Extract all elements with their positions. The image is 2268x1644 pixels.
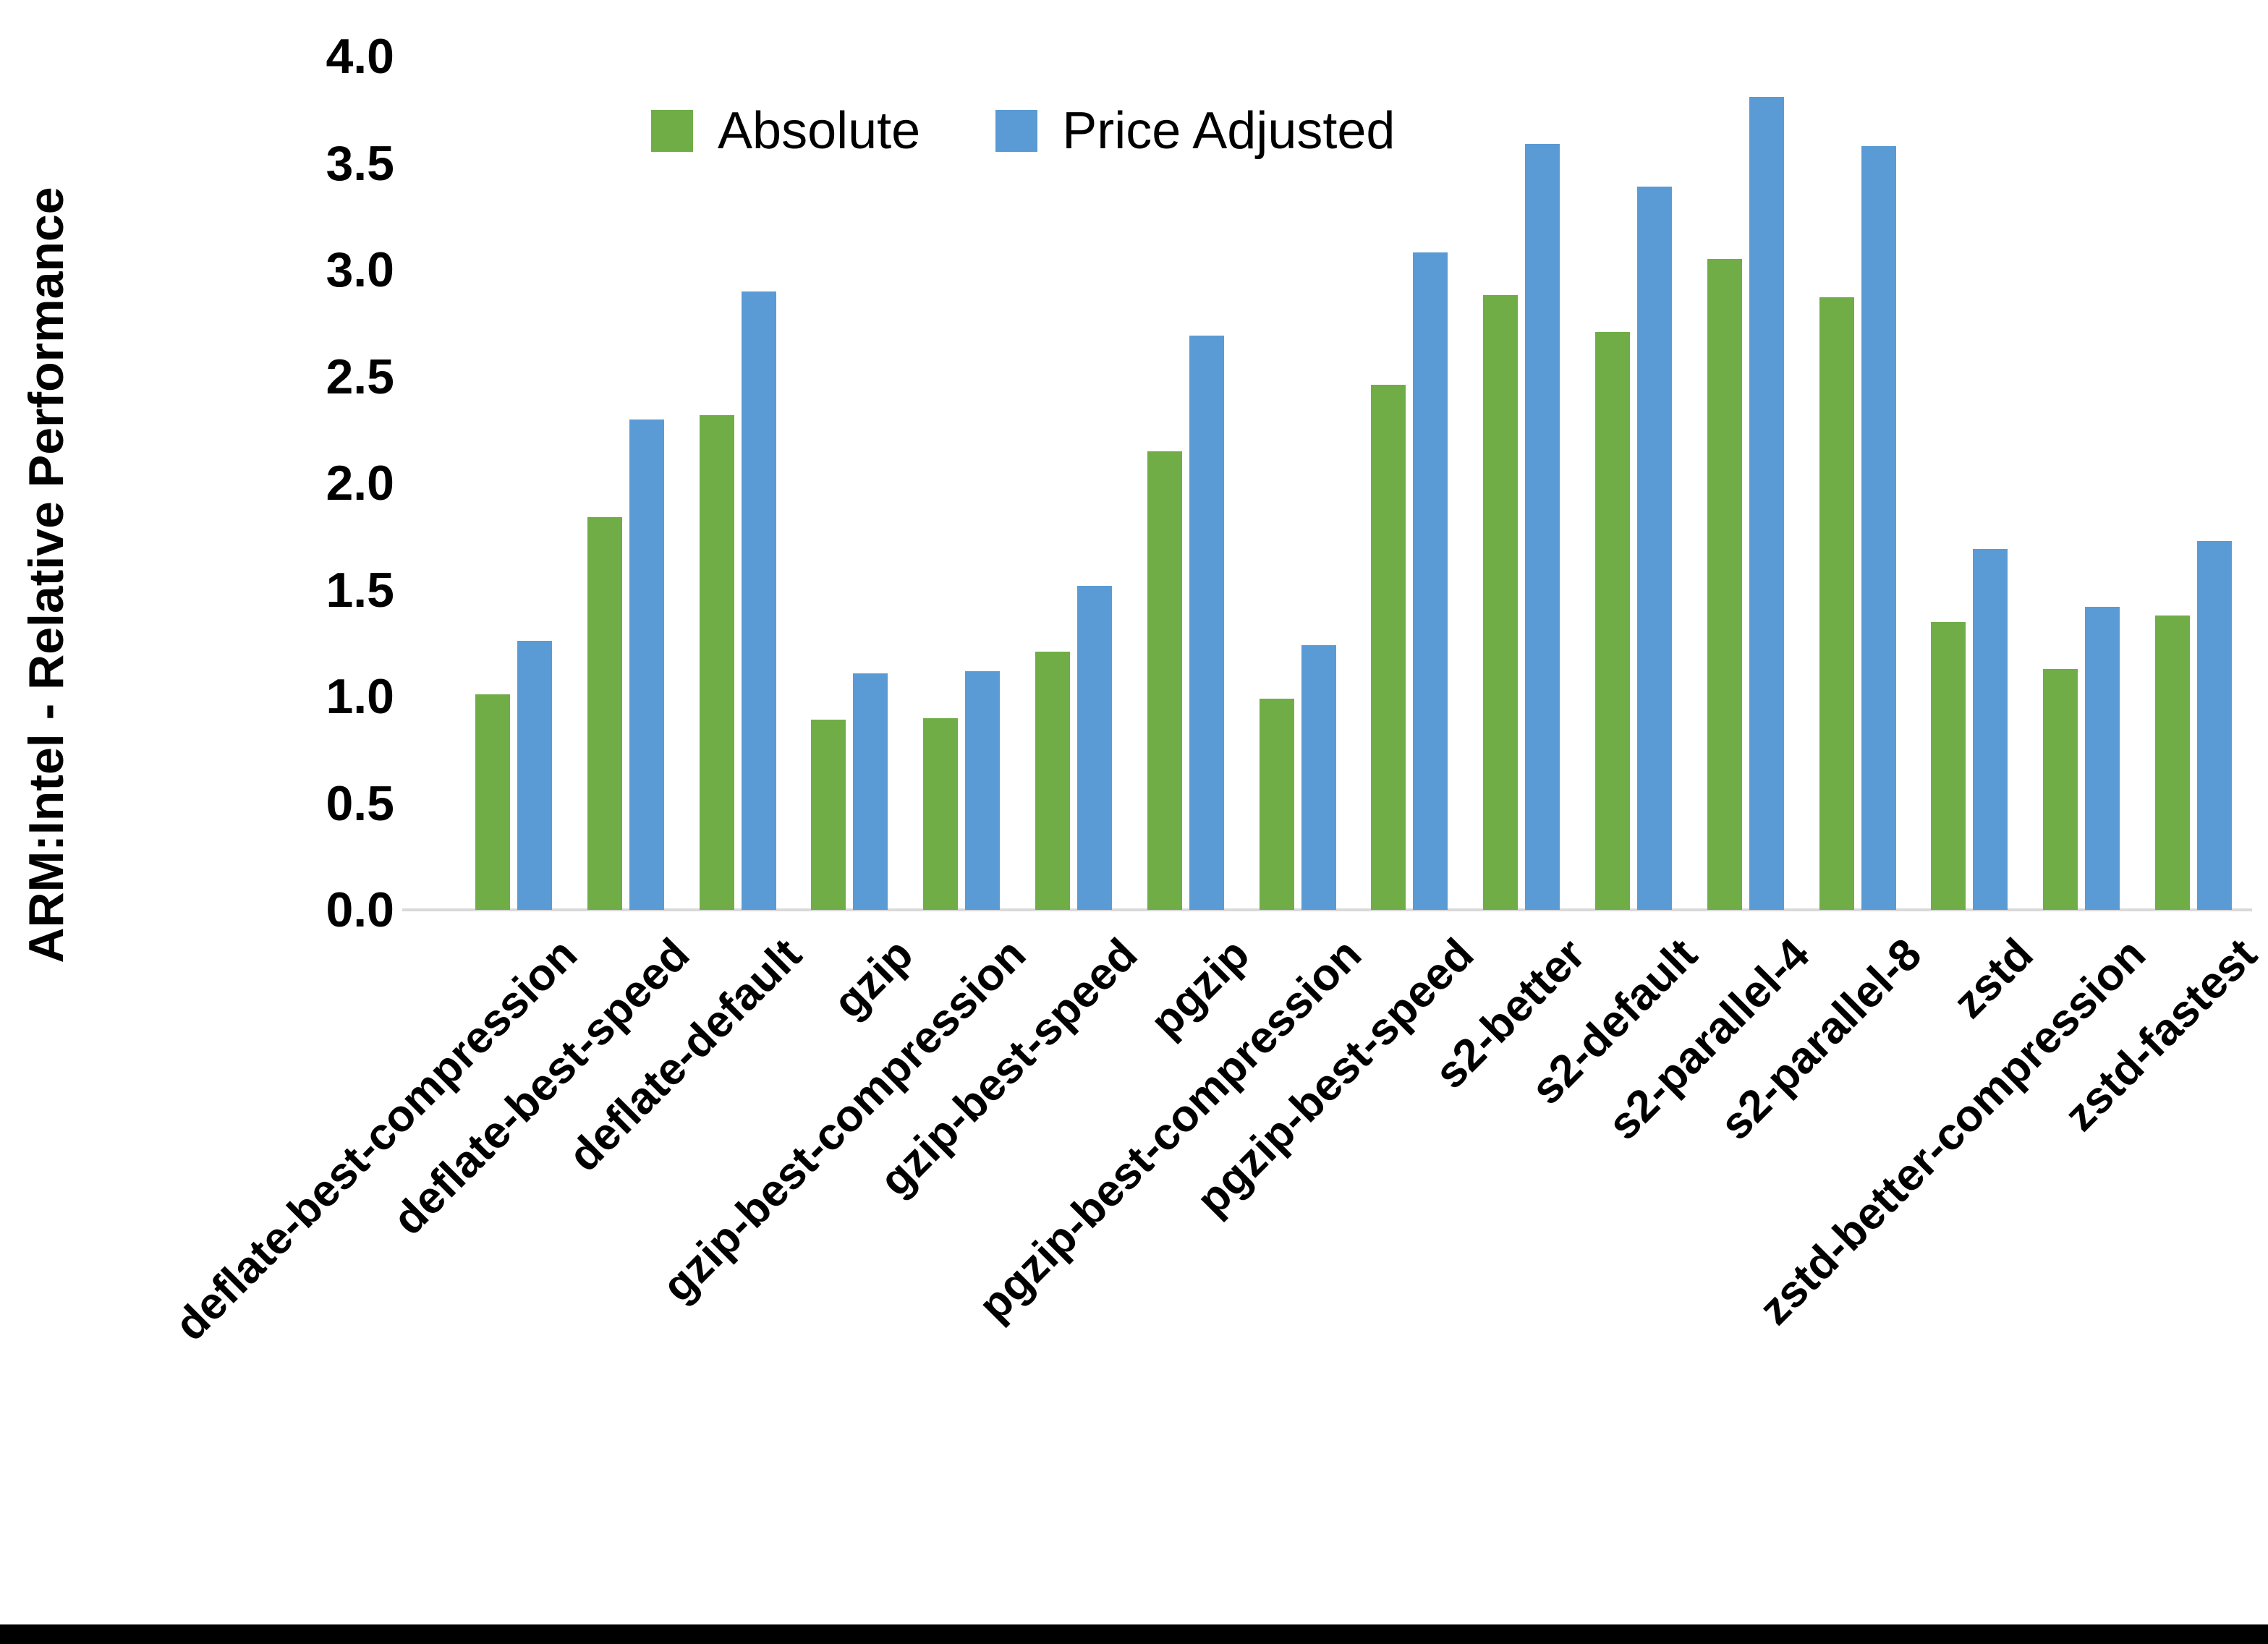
y-tick-label-2.5: 2.5 — [326, 349, 394, 404]
bar-group-gzip — [811, 56, 888, 910]
bar-group-deflate-best-compression — [475, 56, 552, 910]
bar-absolute-gzip — [811, 720, 846, 910]
y-tick-label-2.0: 2.0 — [326, 456, 394, 511]
bar-price-adjusted-gzip-best-compression — [965, 670, 1001, 910]
bar-group-gzip-best-speed — [1035, 56, 1112, 910]
bar-price-adjusted-s2-better — [1525, 143, 1560, 910]
y-tick-label-3.5: 3.5 — [326, 135, 394, 191]
bar-group-zstd-fastest — [2155, 56, 2232, 910]
bar-price-adjusted-pgzip-best-speed — [1413, 252, 1448, 910]
bar-group-s2-parallel-8 — [1819, 56, 1896, 910]
bar-absolute-s2-parallel-4 — [1707, 259, 1742, 910]
y-tick-label-4.0: 4.0 — [326, 29, 394, 84]
bar-price-adjusted-gzip-best-speed — [1077, 585, 1112, 910]
bar-absolute-deflate-best-speed — [587, 517, 622, 910]
x-axis-baseline — [402, 908, 2252, 911]
bar-price-adjusted-gzip — [853, 673, 888, 910]
legend-swatch-icon — [995, 110, 1038, 152]
bar-price-adjusted-s2-parallel-4 — [1749, 97, 1784, 910]
bar-absolute-s2-better — [1483, 295, 1519, 910]
bar-group-s2-better — [1483, 56, 1560, 910]
legend-item-absolute: Absolute — [651, 101, 920, 161]
x-category-label-zstd: zstd — [1944, 929, 2043, 1028]
bottom-border-bar — [0, 1624, 2268, 1644]
bar-group-zstd-better-compression — [2043, 56, 2120, 910]
bar-price-adjusted-zstd-fastest — [2197, 540, 2232, 910]
bar-group-s2-default — [1595, 56, 1672, 910]
bar-price-adjusted-zstd — [1973, 549, 2008, 910]
bar-price-adjusted-deflate-best-compression — [517, 641, 552, 910]
legend-item-price-adjusted: Price Adjusted — [995, 101, 1395, 161]
bar-absolute-deflate-default — [699, 414, 734, 910]
bar-price-adjusted-s2-default — [1637, 186, 1672, 910]
bar-price-adjusted-zstd-better-compression — [2085, 607, 2120, 910]
bar-price-adjusted-pgzip-best-compression — [1301, 645, 1336, 910]
bar-group-pgzip-best-compression — [1259, 56, 1336, 910]
y-tick-label-1.5: 1.5 — [326, 562, 394, 618]
bar-price-adjusted-pgzip — [1189, 336, 1224, 910]
legend: Absolute Price Adjusted — [651, 101, 1395, 161]
bar-absolute-s2-parallel-8 — [1819, 297, 1854, 910]
bar-group-gzip-best-compression — [923, 56, 1001, 910]
bar-absolute-s2-default — [1595, 331, 1630, 910]
bar-group-pgzip-best-speed — [1371, 56, 1448, 910]
bar-price-adjusted-s2-parallel-8 — [1861, 145, 1896, 910]
bar-price-adjusted-deflate-default — [741, 291, 776, 910]
legend-label: Price Adjusted — [1062, 102, 1396, 160]
bar-absolute-zstd — [1931, 621, 1966, 910]
bar-group-deflate-best-speed — [587, 56, 664, 910]
y-tick-label-3.0: 3.0 — [326, 242, 394, 297]
bar-absolute-pgzip-best-speed — [1371, 385, 1406, 910]
legend-swatch-icon — [651, 110, 693, 152]
y-tick-label-1.0: 1.0 — [326, 669, 394, 724]
bar-group-deflate-default — [699, 56, 776, 910]
x-category-label-gzip: gzip — [824, 929, 923, 1028]
y-tick-label-0.0: 0.0 — [326, 882, 394, 937]
y-axis-title: ARM:Intel - Relative Performance — [19, 187, 74, 963]
bar-absolute-pgzip-best-compression — [1259, 698, 1294, 910]
bar-absolute-gzip-best-compression — [923, 717, 959, 910]
bar-absolute-gzip-best-speed — [1035, 652, 1070, 910]
y-tick-label-0.5: 0.5 — [326, 775, 394, 831]
legend-label: Absolute — [718, 102, 921, 160]
bar-group-pgzip — [1147, 56, 1224, 910]
bar-group-zstd — [1931, 56, 2008, 910]
bar-absolute-zstd-fastest — [2155, 615, 2190, 910]
bar-absolute-pgzip — [1147, 451, 1182, 910]
bar-group-s2-parallel-4 — [1707, 56, 1784, 910]
bar-absolute-deflate-best-compression — [475, 694, 510, 910]
bar-price-adjusted-deflate-best-speed — [629, 419, 664, 910]
bar-absolute-zstd-better-compression — [2043, 668, 2078, 910]
